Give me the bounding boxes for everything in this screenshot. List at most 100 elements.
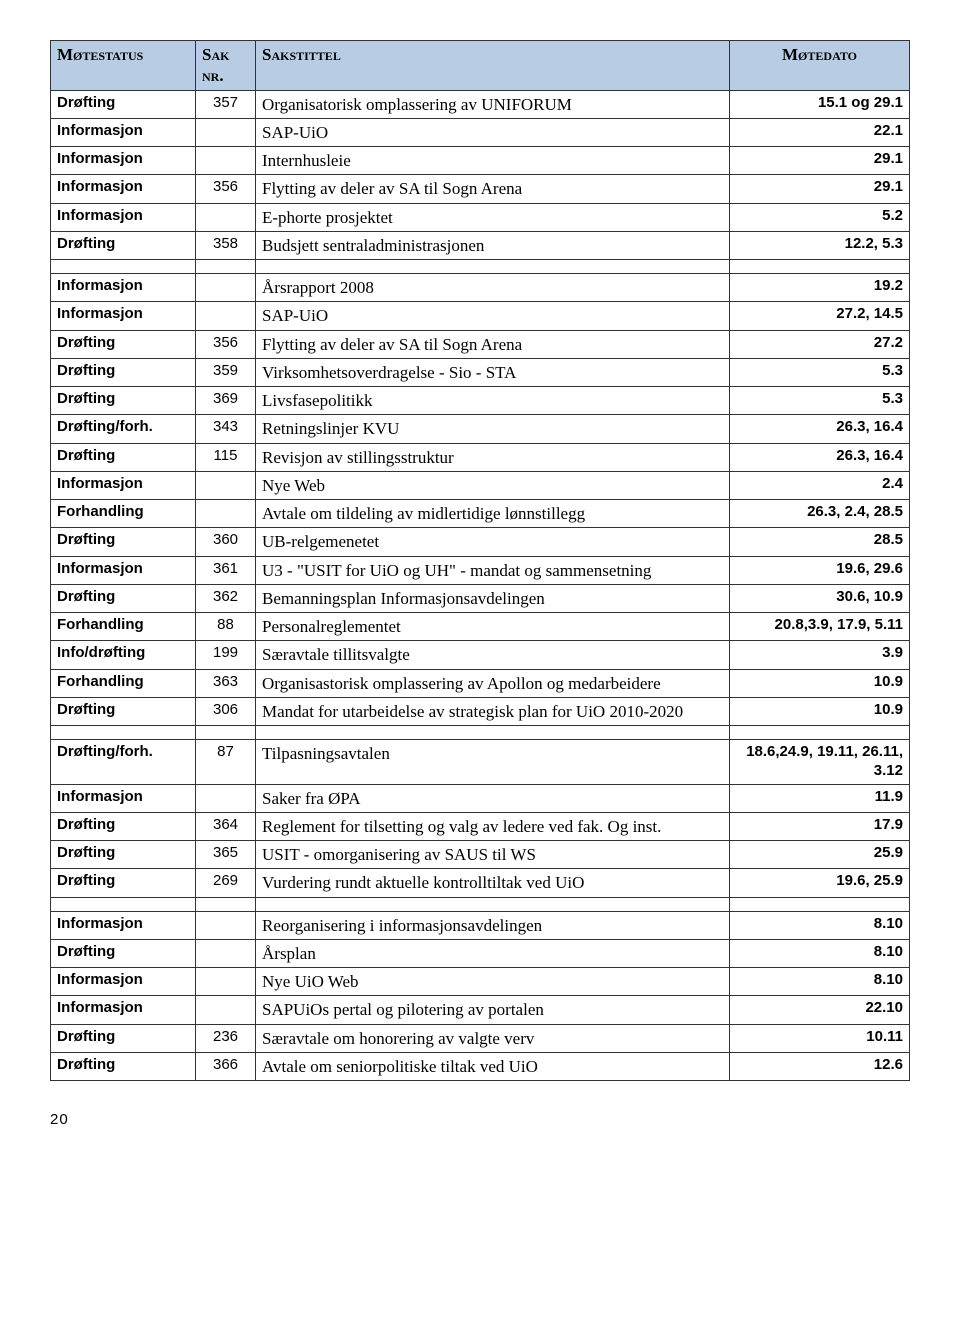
- cell-status: Informasjon: [51, 556, 196, 584]
- cell-title: Revisjon av stillingsstruktur: [256, 443, 730, 471]
- cell-status: Drøfting/forh.: [51, 415, 196, 443]
- cell-date: 27.2, 14.5: [730, 302, 910, 330]
- cell-nr: 306: [196, 697, 256, 725]
- spacer-cell: [256, 260, 730, 274]
- table-row: Drøfting/forh.87Tilpasningsavtalen18.6,2…: [51, 740, 910, 785]
- table-row: InformasjonNye Web2.4: [51, 471, 910, 499]
- spacer-cell: [196, 726, 256, 740]
- cell-nr: [196, 968, 256, 996]
- cell-date: 10.11: [730, 1024, 910, 1052]
- table-row: InformasjonE-phorte prosjektet5.2: [51, 203, 910, 231]
- cell-title: Mandat for utarbeidelse av strategisk pl…: [256, 697, 730, 725]
- table-row: Drøfting362Bemanningsplan Informasjonsav…: [51, 584, 910, 612]
- cell-date: 22.1: [730, 118, 910, 146]
- cell-status: Info/drøfting: [51, 641, 196, 669]
- cell-nr: 356: [196, 175, 256, 203]
- cell-status: Drøfting: [51, 812, 196, 840]
- cell-nr: 356: [196, 330, 256, 358]
- cell-status: Drøfting: [51, 1024, 196, 1052]
- cell-title: Internhusleie: [256, 147, 730, 175]
- cell-date: 15.1 og 29.1: [730, 90, 910, 118]
- cell-nr: [196, 500, 256, 528]
- cell-title: Flytting av deler av SA til Sogn Arena: [256, 330, 730, 358]
- cell-nr: 365: [196, 841, 256, 869]
- cell-nr: 369: [196, 387, 256, 415]
- table-row: Drøfting236Særavtale om honorering av va…: [51, 1024, 910, 1052]
- spacer-cell: [51, 897, 196, 911]
- header-date: Møtedato: [730, 41, 910, 91]
- cell-status: Informasjon: [51, 118, 196, 146]
- cell-date: 19.2: [730, 274, 910, 302]
- table-row: Drøfting269Vurdering rundt aktuelle kont…: [51, 869, 910, 897]
- table-row: Drøfting360UB-relgemenetet28.5: [51, 528, 910, 556]
- cell-nr: 358: [196, 231, 256, 259]
- table-row: Drøfting356Flytting av deler av SA til S…: [51, 330, 910, 358]
- cell-nr: 361: [196, 556, 256, 584]
- table-row: Drøfting306Mandat for utarbeidelse av st…: [51, 697, 910, 725]
- cell-title: Årsrapport 2008: [256, 274, 730, 302]
- table-row: Drøfting/forh.343Retningslinjer KVU26.3,…: [51, 415, 910, 443]
- table-row: Drøfting369Livsfasepolitikk5.3: [51, 387, 910, 415]
- table-row: Drøfting358Budsjett sentraladministrasjo…: [51, 231, 910, 259]
- cell-status: Drøfting: [51, 939, 196, 967]
- cell-nr: 115: [196, 443, 256, 471]
- header-title: Sakstittel: [256, 41, 730, 91]
- cell-date: 20.8,3.9, 17.9, 5.11: [730, 613, 910, 641]
- table-row: Drøfting359Virksomhetsoverdragelse - Sio…: [51, 358, 910, 386]
- cell-status: Informasjon: [51, 302, 196, 330]
- spacer-cell: [196, 897, 256, 911]
- cell-title: Avtale om seniorpolitiske tiltak ved UiO: [256, 1052, 730, 1080]
- cell-date: 10.9: [730, 697, 910, 725]
- cell-title: Reglement for tilsetting og valg av lede…: [256, 812, 730, 840]
- spacer-cell: [196, 260, 256, 274]
- cell-date: 2.4: [730, 471, 910, 499]
- cell-date: 10.9: [730, 669, 910, 697]
- cell-status: Informasjon: [51, 471, 196, 499]
- cell-date: 18.6,24.9, 19.11, 26.11, 3.12: [730, 740, 910, 785]
- cell-nr: [196, 302, 256, 330]
- cell-nr: [196, 274, 256, 302]
- spacer-cell: [51, 260, 196, 274]
- cell-nr: 88: [196, 613, 256, 641]
- cell-date: 26.3, 16.4: [730, 415, 910, 443]
- cell-status: Informasjon: [51, 784, 196, 812]
- cell-date: 8.10: [730, 939, 910, 967]
- table-row: InformasjonÅrsrapport 200819.2: [51, 274, 910, 302]
- cell-date: 12.2, 5.3: [730, 231, 910, 259]
- table-row: InformasjonSAP-UiO27.2, 14.5: [51, 302, 910, 330]
- table-body: Drøfting357Organisatorisk omplassering a…: [51, 90, 910, 1081]
- cell-status: Drøfting: [51, 528, 196, 556]
- cell-date: 8.10: [730, 968, 910, 996]
- cell-title: Bemanningsplan Informasjonsavdelingen: [256, 584, 730, 612]
- table-row: Info/drøfting199Særavtale tillitsvalgte3…: [51, 641, 910, 669]
- cell-nr: 360: [196, 528, 256, 556]
- cell-title: Årsplan: [256, 939, 730, 967]
- table-row: InformasjonSAPUiOs pertal og pilotering …: [51, 996, 910, 1024]
- cell-date: 5.3: [730, 387, 910, 415]
- spacer-cell: [51, 726, 196, 740]
- table-row: InformasjonNye UiO Web8.10: [51, 968, 910, 996]
- cell-date: 26.3, 16.4: [730, 443, 910, 471]
- cell-nr: [196, 784, 256, 812]
- cell-title: Livsfasepolitikk: [256, 387, 730, 415]
- cell-date: 22.10: [730, 996, 910, 1024]
- cell-status: Drøfting: [51, 231, 196, 259]
- table-row: InformasjonReorganisering i informasjons…: [51, 911, 910, 939]
- cell-status: Informasjon: [51, 147, 196, 175]
- table-row: Drøfting357Organisatorisk omplassering a…: [51, 90, 910, 118]
- cell-status: Informasjon: [51, 203, 196, 231]
- cell-title: Nye UiO Web: [256, 968, 730, 996]
- cell-title: Personalreglementet: [256, 613, 730, 641]
- spacer-cell: [730, 260, 910, 274]
- cell-status: Forhandling: [51, 669, 196, 697]
- spacer-cell: [256, 897, 730, 911]
- cell-date: 11.9: [730, 784, 910, 812]
- cell-nr: 199: [196, 641, 256, 669]
- table-row: Drøfting365USIT - omorganisering av SAUS…: [51, 841, 910, 869]
- cell-status: Informasjon: [51, 996, 196, 1024]
- meeting-table: Møtestatus Sak nr. Sakstittel Møtedato D…: [50, 40, 910, 1081]
- cell-date: 19.6, 25.9: [730, 869, 910, 897]
- cell-nr: 364: [196, 812, 256, 840]
- cell-title: Særavtale tillitsvalgte: [256, 641, 730, 669]
- cell-nr: [196, 471, 256, 499]
